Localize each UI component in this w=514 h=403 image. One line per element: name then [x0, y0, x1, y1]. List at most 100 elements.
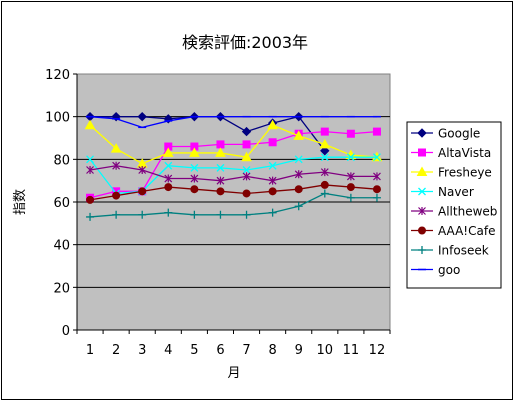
legend-label: Fresheye [438, 166, 492, 180]
x-tick-label: 11 [343, 343, 360, 358]
legend-label: Google [438, 127, 480, 141]
legend-label: AltaVista [438, 146, 491, 160]
series-goo [86, 115, 381, 129]
data-point [372, 185, 381, 194]
series-alltheweb [86, 161, 381, 185]
data-point [346, 172, 355, 181]
series-line [89, 184, 378, 201]
y-tick-label: 120 [45, 68, 70, 83]
y-axis-label: 指数 [13, 189, 28, 215]
legend-marker [418, 148, 426, 157]
data-point [216, 163, 225, 172]
data-point [242, 140, 251, 149]
y-tick-label: 20 [53, 281, 70, 296]
data-point [216, 176, 225, 185]
data-point [242, 166, 251, 174]
x-tick-label: 9 [295, 343, 303, 358]
y-axis: 0 20 40 60 80 100 120 [45, 68, 78, 339]
x-tick-label: 7 [242, 343, 250, 358]
data-point [268, 208, 277, 217]
data-point [320, 146, 330, 156]
data-point [372, 153, 381, 162]
data-point [320, 168, 329, 177]
data-point [320, 127, 329, 136]
data-point [268, 138, 277, 147]
plot-area [76, 73, 391, 331]
data-point [164, 174, 173, 183]
data-point [216, 210, 225, 219]
legend-marker [418, 226, 426, 235]
legend-item: goo [411, 263, 460, 277]
data-point [346, 153, 355, 162]
legend: Google AltaVista Fresheye Naver Alltheweb AAA… [406, 121, 502, 289]
x-axis: 1 2 3 4 5 6 7 8 9 10 11 12 [76, 329, 391, 358]
data-point [190, 174, 199, 183]
legend-label: Naver [438, 185, 474, 199]
legend-item: Infoseek [411, 244, 489, 258]
data-point [86, 195, 95, 204]
data-point [320, 189, 329, 198]
data-point [112, 191, 121, 200]
data-point [242, 172, 251, 181]
data-point [373, 172, 381, 181]
legend-item: AltaVista [411, 146, 491, 160]
x-tick-label: 5 [190, 343, 198, 358]
data-point [164, 161, 173, 170]
x-tick-label: 8 [268, 343, 276, 358]
data-point [346, 129, 355, 138]
data-point [86, 166, 94, 174]
series-line [89, 165, 377, 182]
data-point [138, 166, 147, 174]
legend-marker [418, 187, 426, 196]
y-tick-label: 0 [62, 324, 70, 339]
y-tick-label: 100 [45, 111, 70, 126]
data-point [294, 170, 303, 179]
data-point [320, 180, 329, 189]
data-point [138, 187, 147, 196]
legend-marker [417, 128, 427, 138]
legend-label: Infoseek [438, 244, 489, 258]
data-point [216, 140, 225, 149]
data-point [346, 183, 355, 192]
data-point [294, 155, 303, 164]
data-point [110, 143, 122, 153]
data-point [268, 161, 277, 170]
x-tick-label: 10 [317, 343, 334, 358]
data-point [190, 210, 199, 219]
data-point [84, 119, 96, 130]
data-point [164, 183, 173, 192]
series-infoseek [86, 189, 381, 221]
legend-marker [416, 166, 428, 176]
data-point [137, 111, 147, 122]
data-point [138, 210, 147, 219]
data-point [112, 161, 121, 170]
series-layer [84, 111, 383, 221]
data-point [190, 163, 199, 172]
data-point [112, 210, 121, 219]
legend-label: goo [438, 263, 460, 277]
legend-item: Google [411, 127, 480, 141]
data-point [293, 130, 305, 140]
y-tick-label: 60 [53, 196, 70, 211]
x-tick-label: 1 [86, 343, 94, 358]
series-line [89, 192, 377, 218]
data-point [241, 151, 252, 162]
series-aaa-cafe [86, 180, 381, 204]
legend-item: Fresheye [411, 166, 492, 180]
data-point [190, 185, 199, 194]
data-point [319, 138, 331, 149]
x-tick-label: 4 [164, 343, 172, 358]
series-line [89, 124, 378, 165]
x-tick-label: 6 [216, 343, 224, 358]
x-tick-label: 12 [369, 343, 386, 358]
data-point [320, 153, 329, 162]
data-point [294, 202, 303, 211]
data-point [294, 185, 303, 194]
legend-item: Alltheweb [411, 205, 497, 219]
data-point [162, 147, 174, 157]
data-point [268, 176, 277, 185]
x-tick-label: 3 [138, 343, 146, 358]
legend-item: Naver [411, 185, 474, 199]
data-point [86, 155, 95, 164]
